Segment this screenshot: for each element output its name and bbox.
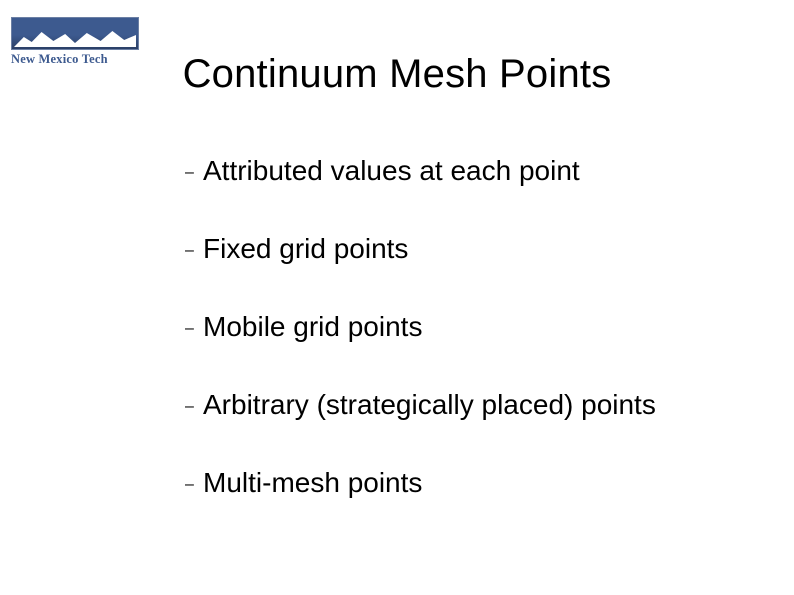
list-item: – Attributed values at each point xyxy=(185,155,656,187)
list-item: – Fixed grid points xyxy=(185,233,656,265)
list-item: – Multi-mesh points xyxy=(185,467,656,499)
list-item: – Mobile grid points xyxy=(185,311,656,343)
dash-icon: – xyxy=(185,164,201,182)
dash-icon: – xyxy=(185,242,201,260)
mountain-icon xyxy=(14,29,136,47)
slide: New Mexico Tech Continuum Mesh Points – … xyxy=(0,0,794,595)
dash-icon: – xyxy=(185,398,201,416)
bullet-list: – Attributed values at each point – Fixe… xyxy=(185,155,656,545)
bullet-text: Arbitrary (strategically placed) points xyxy=(203,389,656,421)
bullet-text: Multi-mesh points xyxy=(203,467,422,499)
logo-image xyxy=(11,17,139,50)
bullet-text: Attributed values at each point xyxy=(203,155,580,187)
dash-icon: – xyxy=(185,320,201,338)
slide-title: Continuum Mesh Points xyxy=(0,52,794,97)
list-item: – Arbitrary (strategically placed) point… xyxy=(185,389,656,421)
bullet-text: Fixed grid points xyxy=(203,233,408,265)
bullet-text: Mobile grid points xyxy=(203,311,422,343)
dash-icon: – xyxy=(185,476,201,494)
